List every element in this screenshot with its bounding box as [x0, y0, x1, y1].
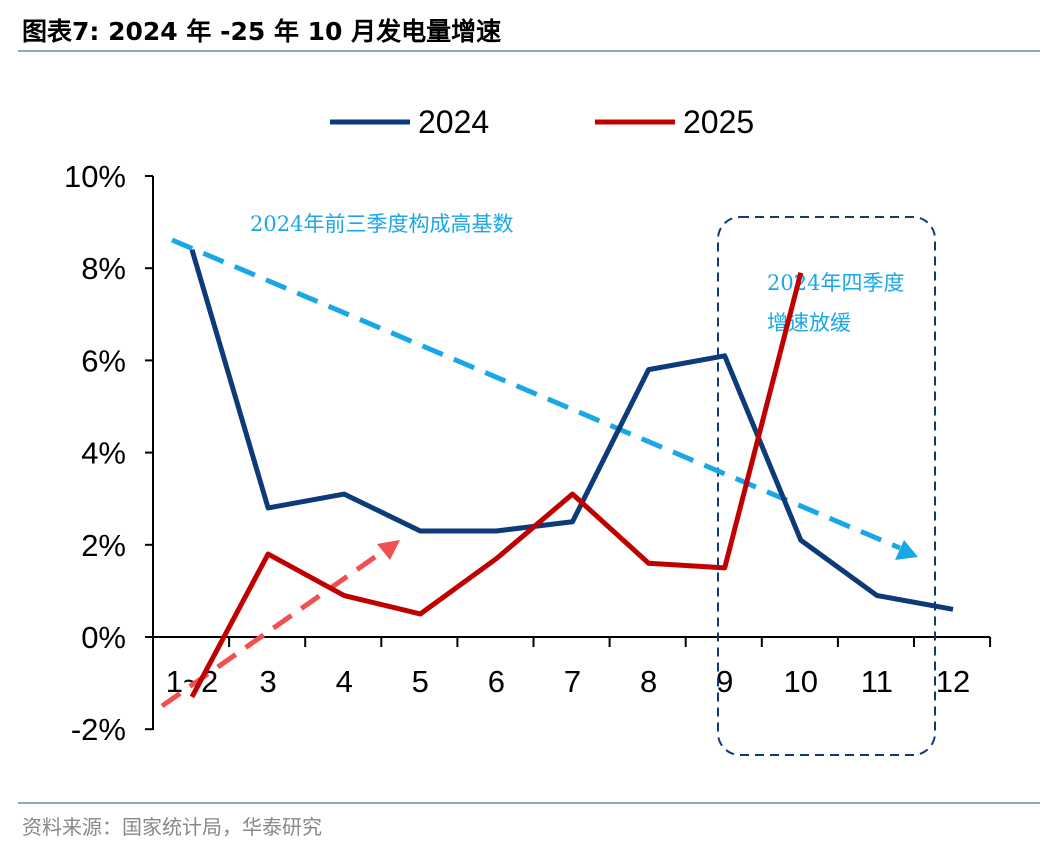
y-tick-label: 8%: [81, 251, 126, 286]
x-tick-label: 7: [564, 664, 581, 699]
chart-title: 图表7: 2024 年 -25 年 10 月发电量增速: [22, 17, 501, 46]
x-tick-label: 6: [488, 664, 505, 699]
x-tick-label: 9: [716, 664, 733, 699]
y-tick-label: -2%: [71, 712, 126, 747]
trend-annotation: 2024年前三季度构成高基数: [250, 212, 513, 236]
x-tick-label: 5: [412, 664, 429, 699]
x-tick-label: 4: [336, 664, 353, 699]
x-tick-label: 11: [861, 664, 893, 699]
legend-label-2024: 2024: [418, 104, 489, 140]
trend-down-arrow: [171, 237, 901, 551]
x-tick-label: 12: [936, 664, 970, 699]
y-tick-label: 2%: [81, 528, 126, 563]
x-tick-label: 3: [259, 664, 276, 699]
y-tick-label: 4%: [81, 436, 126, 471]
box-annotation-line1: 2024年四季度: [767, 271, 904, 295]
series-line-2025: [189, 272, 804, 699]
y-tick-label: 10%: [64, 159, 126, 194]
series-line-2024: [189, 249, 954, 612]
y-tick-label: 6%: [81, 343, 126, 378]
source-note: 资料来源：国家统计局，华泰研究: [22, 815, 322, 839]
y-tick-label: 0%: [81, 620, 126, 655]
rise-arrowhead: [377, 540, 400, 560]
q4-highlight-box: [717, 216, 936, 756]
trend-arrowhead: [895, 540, 918, 560]
legend-label-2025: 2025: [683, 104, 754, 140]
x-tick-label: 8: [640, 664, 657, 699]
box-annotation-line2: 增速放缓: [767, 311, 851, 335]
x-tick-label: 10: [784, 664, 818, 699]
